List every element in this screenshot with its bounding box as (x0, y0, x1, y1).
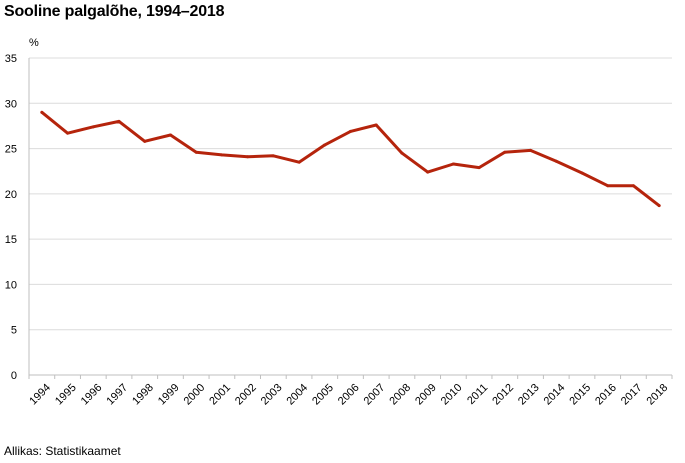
x-tick-label: 2018 (645, 382, 671, 408)
axes (28, 58, 673, 379)
data-point (194, 150, 198, 154)
x-tick-label: 2003 (259, 382, 285, 408)
data-point (246, 155, 250, 159)
data-point (554, 159, 558, 163)
x-tick-label: 2016 (593, 382, 619, 408)
data-point (271, 154, 275, 158)
x-tick-label: 2010 (439, 382, 465, 408)
x-tick-label: 2007 (362, 382, 388, 408)
data-point (426, 170, 430, 174)
x-tick-label: 2008 (387, 382, 413, 408)
y-tick-label: 0 (11, 370, 17, 382)
data-point (66, 131, 70, 135)
data-point (349, 129, 352, 133)
y-tick-label: 35 (5, 53, 17, 65)
chart-title: Sooline palgalõhe, 1994–2018 (4, 3, 225, 20)
x-tick-label: 2005 (310, 382, 336, 408)
y-tick-label: 5 (11, 325, 17, 337)
data-point (143, 139, 147, 143)
y-tick-label: 20 (5, 189, 17, 201)
x-tick-label: 2006 (336, 382, 362, 408)
data-point (374, 123, 378, 127)
data-point (503, 150, 507, 154)
data-point (220, 153, 224, 157)
x-tick-label: 2009 (413, 382, 439, 408)
data-point (451, 162, 455, 166)
data-point (631, 184, 635, 188)
data-point (529, 148, 533, 152)
data-point (657, 204, 661, 208)
y-tick-label: 30 (5, 98, 17, 110)
x-tick-label: 2012 (490, 382, 516, 408)
x-tick-label: 2013 (516, 382, 542, 408)
data-point (477, 166, 481, 170)
x-tick-label: 2014 (542, 382, 568, 408)
source-note: Allikas: Statistikaamet (4, 444, 121, 458)
x-tick-label: 2001 (207, 382, 233, 408)
x-tick-label: 2017 (619, 382, 645, 408)
series-layer (40, 110, 661, 208)
data-point (117, 119, 121, 123)
y-axis-label: % (29, 37, 39, 49)
x-tick-label: 1998 (130, 382, 156, 408)
x-tick-label: 2002 (233, 382, 259, 408)
y-tick-label: 10 (5, 279, 17, 291)
data-point (91, 125, 95, 129)
x-tick-label: 1997 (104, 382, 130, 408)
data-point (40, 110, 44, 114)
x-tick-label: 1996 (79, 382, 105, 408)
x-tick-label: 1994 (27, 382, 53, 408)
data-point (168, 133, 172, 137)
x-tick-label: 2015 (567, 382, 593, 408)
x-tick-label: 2011 (465, 382, 490, 407)
gridlines (29, 57, 672, 331)
x-tick-label: 2004 (284, 382, 310, 408)
data-point (323, 143, 327, 147)
x-tick-label: 2000 (182, 382, 208, 408)
y-tick-label: 25 (5, 144, 17, 156)
data-point (297, 160, 301, 164)
data-point (400, 151, 404, 155)
y-tick-label: 15 (5, 234, 17, 246)
x-tick-label: 1995 (53, 382, 79, 408)
data-point (580, 171, 584, 175)
x-tick-label: 1999 (156, 382, 182, 408)
series-line (40, 110, 661, 208)
data-point (606, 184, 610, 188)
